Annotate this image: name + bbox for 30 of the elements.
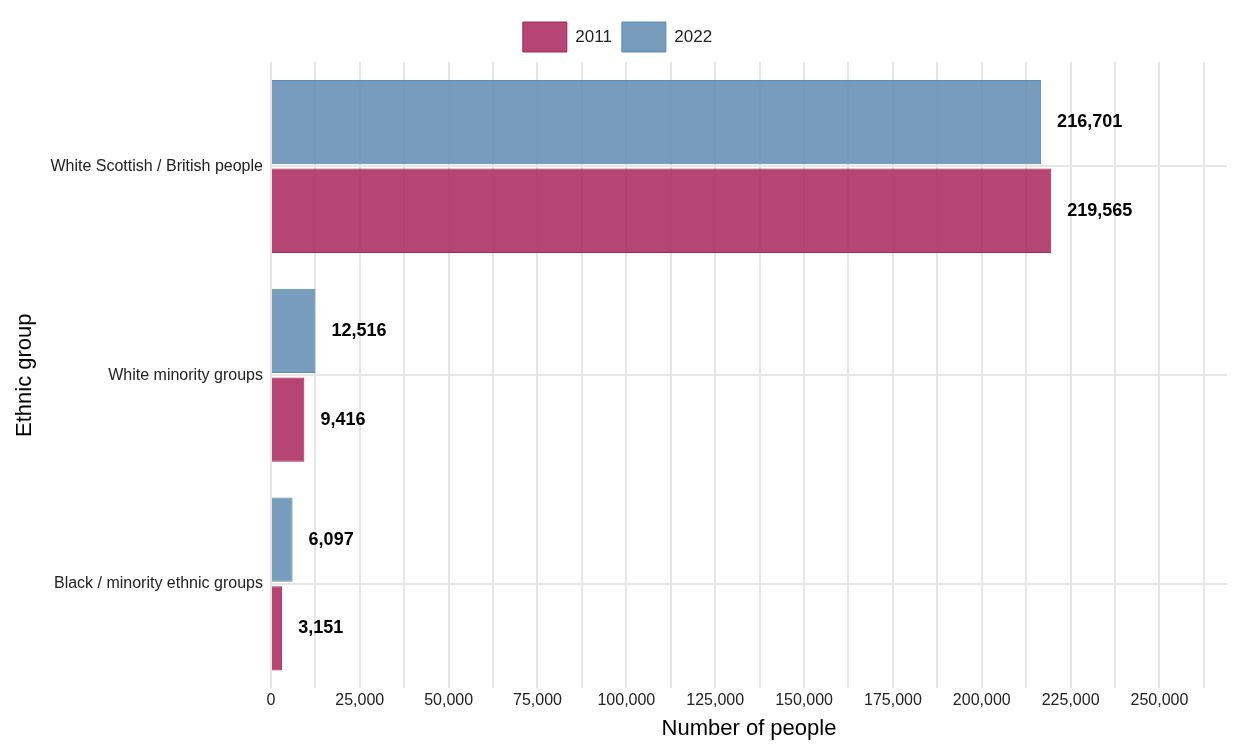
- data-label: 9,416: [320, 408, 366, 429]
- x-tick-label: 225,000: [1041, 691, 1100, 709]
- x-tick-label: 200,000: [952, 691, 1011, 709]
- x-tick-label: 250,000: [1130, 691, 1189, 709]
- bar: [271, 79, 1042, 165]
- legend-label: 2011: [575, 26, 612, 46]
- data-label: 12,516: [331, 319, 387, 340]
- y-axis-title: Ethnic group: [11, 313, 37, 437]
- legend-label: 2022: [674, 26, 713, 46]
- x-tick-label: 100,000: [597, 691, 656, 709]
- bar: [271, 586, 283, 671]
- x-axis-title: Number of people: [661, 714, 837, 740]
- data-label: 3,151: [298, 617, 344, 638]
- bar: [271, 168, 1052, 253]
- x-tick-label: 75,000: [513, 691, 563, 709]
- x-tick-label: 0: [266, 691, 276, 709]
- x-tick-label: 175,000: [863, 691, 922, 709]
- data-label: 6,097: [308, 528, 354, 549]
- bar: [271, 497, 293, 582]
- x-tick-label: 150,000: [775, 691, 834, 709]
- y-tick-label: White minority groups: [108, 365, 263, 383]
- x-tick-label: 125,000: [686, 691, 745, 709]
- data-label: 216,701: [1057, 111, 1123, 131]
- bar: [271, 288, 316, 373]
- data-label: 219,565: [1067, 199, 1133, 220]
- y-tick-label: White Scottish / British people: [50, 156, 264, 174]
- bar: [271, 378, 304, 461]
- x-tick-label: 50,000: [424, 691, 474, 709]
- y-tick-label: Black / minority ethnic groups: [53, 574, 263, 592]
- x-tick-label: 25,000: [335, 691, 385, 709]
